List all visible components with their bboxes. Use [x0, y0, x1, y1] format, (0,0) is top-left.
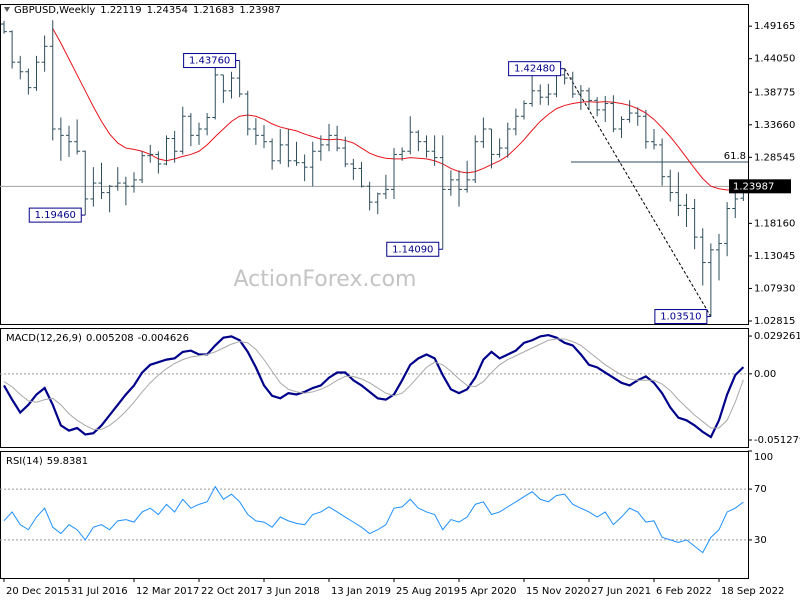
annotation-label: 1.14090 — [392, 244, 433, 255]
y-tick-label: 1.38775 — [754, 87, 795, 98]
y-tick-label: 1.44050 — [754, 54, 795, 65]
trend-line — [564, 68, 712, 317]
y-tick-label: 1.02815 — [754, 316, 795, 327]
header-value: 59.8381 — [47, 456, 88, 467]
y-tick-label: 0.029261 — [754, 331, 800, 342]
x-tick-label: 25 Aug 2019 — [396, 586, 460, 597]
y-tick-label: 0.00 — [754, 369, 776, 380]
y-tick-label: 30 — [754, 535, 767, 546]
x-tick-label: 27 Jun 2021 — [591, 586, 651, 597]
moving-average — [52, 28, 744, 191]
x-tick-label: 12 Mar 2017 — [136, 586, 199, 597]
y-tick-label: 70 — [754, 484, 767, 495]
annotation-box — [654, 309, 708, 325]
y-tick-label: 1.49165 — [754, 21, 795, 32]
x-tick-label: 15 Nov 2020 — [526, 586, 590, 597]
annotation-label: 1.03510 — [660, 312, 701, 323]
x-tick-label: 22 Oct 2017 — [201, 586, 263, 597]
annotation-label: 1.42480 — [514, 64, 555, 75]
annotation-box — [28, 207, 82, 223]
y-tick-label: 1.33660 — [754, 120, 795, 131]
header-value: 0.005208 — [86, 333, 134, 344]
chart-header: GBPUSD,Weekly 1.22119 1.24354 1.21683 1.2398… — [14, 5, 281, 16]
price-tag-label: 1.23987 — [733, 181, 774, 192]
y-tick-label: 1.28545 — [754, 152, 795, 163]
y-tick-label: -0.051279 — [754, 435, 800, 446]
chart-title: GBPUSD,Weekly — [14, 5, 95, 16]
annotation-box — [386, 241, 440, 257]
indicator-line — [3, 485, 744, 554]
header-close: 1.23987 — [239, 5, 280, 16]
header-value: -0.004626 — [138, 333, 189, 344]
y-tick-label: 1.13045 — [754, 251, 795, 262]
panel-title: MACD(12,26,9) — [6, 333, 82, 344]
annotation-box — [183, 53, 237, 69]
indicator-line — [3, 333, 745, 439]
y-tick-label: 100 — [754, 452, 773, 463]
header-high: 1.24354 — [147, 5, 188, 16]
annotation-box — [508, 61, 562, 77]
x-tick-label: 6 Feb 2022 — [656, 586, 712, 597]
panel-title: RSI(14) — [6, 456, 43, 467]
x-tick-label: 5 Apr 2020 — [461, 586, 516, 597]
header-icon — [4, 7, 10, 12]
annotation-label: 1.19460 — [35, 210, 76, 221]
price-tag — [729, 179, 791, 194]
header-open: 1.22119 — [100, 5, 141, 16]
panel-frame — [0, 4, 749, 325]
x-tick-label: 18 Sep 2022 — [721, 586, 784, 597]
panel-frame — [0, 451, 749, 579]
y-tick-label: 1.18160 — [754, 218, 795, 229]
x-tick-label: 20 Dec 2015 — [6, 586, 70, 597]
panel-header: RSI(14) 59.8381 — [6, 456, 88, 467]
panel-header: MACD(12,26,9) 0.005208 -0.004626 — [6, 333, 189, 344]
fib-label: 61.8 — [724, 151, 746, 162]
header-low: 1.21683 — [193, 5, 234, 16]
panel-frame — [0, 328, 749, 448]
y-tick-label: 1.07930 — [754, 283, 795, 294]
x-tick-label: 13 Jan 2019 — [331, 586, 391, 597]
watermark: ActionForex.com — [234, 267, 417, 292]
indicator-line — [3, 338, 744, 430]
annotation-label: 1.43760 — [189, 56, 230, 67]
x-tick-label: 31 Jul 2016 — [71, 586, 128, 597]
x-tick-label: 3 Jun 2018 — [266, 586, 320, 597]
